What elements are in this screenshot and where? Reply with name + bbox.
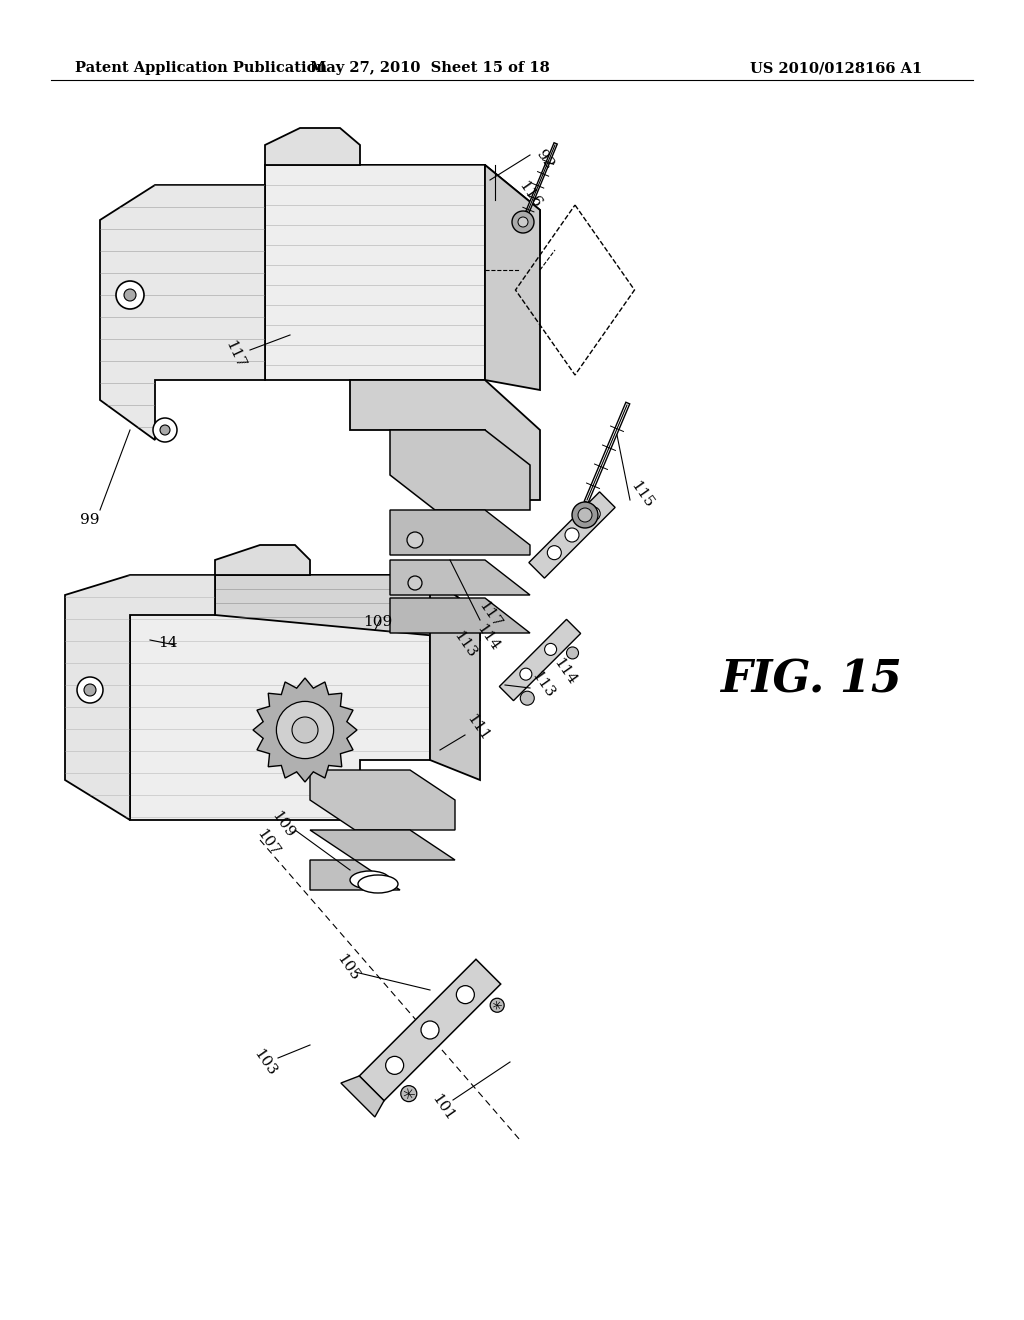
Text: 114: 114 — [474, 622, 502, 653]
Text: 109: 109 — [364, 615, 392, 630]
Polygon shape — [390, 510, 530, 554]
Circle shape — [565, 528, 579, 543]
Polygon shape — [265, 128, 360, 165]
Text: 116: 116 — [516, 180, 544, 211]
Text: 109: 109 — [269, 809, 297, 841]
Polygon shape — [215, 545, 310, 576]
Circle shape — [512, 211, 534, 234]
Polygon shape — [253, 678, 357, 781]
Polygon shape — [100, 185, 265, 440]
Polygon shape — [528, 492, 615, 578]
Circle shape — [160, 425, 170, 436]
Circle shape — [520, 668, 531, 680]
Polygon shape — [390, 560, 530, 595]
Text: 105: 105 — [334, 952, 362, 983]
Text: 99: 99 — [80, 513, 99, 527]
Text: 117: 117 — [222, 339, 248, 371]
Circle shape — [292, 717, 318, 743]
Circle shape — [457, 986, 474, 1003]
Polygon shape — [310, 861, 400, 890]
Circle shape — [400, 1085, 417, 1102]
Polygon shape — [310, 770, 455, 830]
Polygon shape — [215, 576, 480, 640]
Circle shape — [408, 576, 422, 590]
Polygon shape — [130, 576, 430, 820]
Polygon shape — [430, 576, 480, 780]
Circle shape — [276, 701, 334, 759]
Polygon shape — [390, 598, 530, 634]
Text: 14: 14 — [159, 636, 178, 649]
Polygon shape — [485, 165, 540, 389]
Circle shape — [547, 545, 561, 560]
Polygon shape — [350, 380, 540, 500]
Circle shape — [578, 508, 592, 521]
Circle shape — [77, 677, 103, 704]
Text: 115: 115 — [628, 479, 656, 511]
Text: 117: 117 — [476, 599, 504, 631]
Text: 113: 113 — [451, 630, 479, 661]
Ellipse shape — [358, 875, 398, 894]
Polygon shape — [341, 1076, 384, 1117]
Text: 92: 92 — [534, 148, 556, 172]
Polygon shape — [310, 830, 455, 861]
Ellipse shape — [350, 871, 390, 888]
Circle shape — [386, 1056, 403, 1074]
Circle shape — [518, 216, 528, 227]
Circle shape — [153, 418, 177, 442]
Polygon shape — [359, 960, 501, 1101]
Circle shape — [566, 647, 579, 659]
Text: 114: 114 — [551, 656, 580, 688]
Text: May 27, 2010  Sheet 15 of 18: May 27, 2010 Sheet 15 of 18 — [310, 61, 550, 75]
Text: Patent Application Publication: Patent Application Publication — [75, 61, 327, 75]
Circle shape — [84, 684, 96, 696]
Text: US 2010/0128166 A1: US 2010/0128166 A1 — [750, 61, 923, 75]
Text: 101: 101 — [429, 1092, 457, 1125]
Circle shape — [490, 998, 504, 1012]
Circle shape — [586, 507, 600, 521]
Text: 111: 111 — [464, 711, 493, 744]
Text: FIG. 15: FIG. 15 — [720, 659, 902, 701]
Circle shape — [116, 281, 144, 309]
Circle shape — [572, 502, 598, 528]
Polygon shape — [265, 165, 485, 380]
Text: 103: 103 — [251, 1047, 280, 1078]
Circle shape — [421, 1020, 439, 1039]
Text: 107: 107 — [254, 828, 282, 859]
Polygon shape — [265, 165, 540, 249]
Polygon shape — [390, 430, 530, 510]
Text: 113: 113 — [529, 669, 557, 701]
Circle shape — [520, 692, 535, 705]
Polygon shape — [65, 576, 215, 820]
Circle shape — [545, 643, 557, 656]
Circle shape — [407, 532, 423, 548]
Polygon shape — [500, 619, 581, 701]
Circle shape — [124, 289, 136, 301]
